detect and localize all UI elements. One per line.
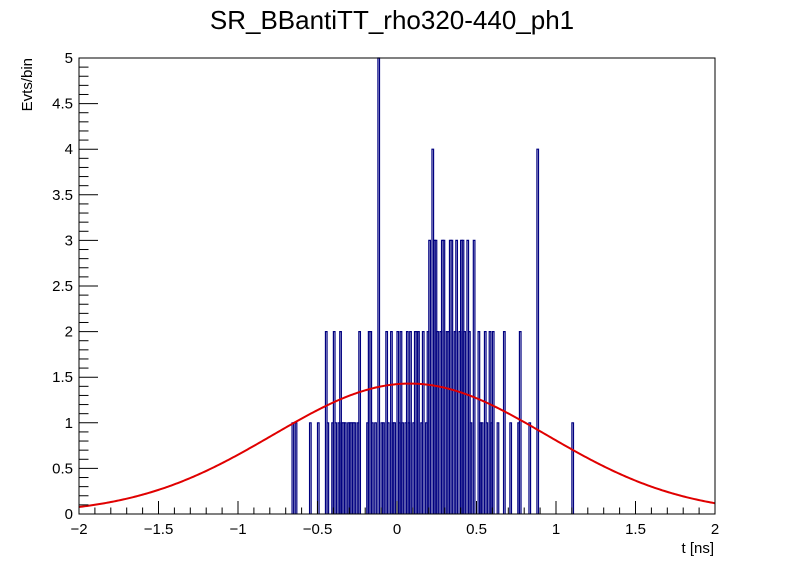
- x-tick-label: 2: [711, 521, 719, 538]
- y-tick-label: 0.5: [52, 460, 73, 477]
- x-tick-label: −1.5: [144, 521, 174, 538]
- histogram-bin: [386, 422, 390, 514]
- histogram-bin: [463, 331, 466, 514]
- histogram-bin: [528, 422, 532, 514]
- histogram-bin: [358, 331, 362, 514]
- x-tick-label: 0: [393, 521, 401, 538]
- histogram-bin: [480, 422, 484, 514]
- fit-curve-series: [78, 382, 716, 508]
- histogram-bin: [409, 331, 412, 514]
- histogram-bin: [417, 331, 420, 514]
- histogram-bin: [343, 422, 347, 514]
- x-tick-label: 1.5: [625, 521, 646, 538]
- y-tick-label: 2: [65, 324, 73, 341]
- histogram-bin: [485, 422, 489, 514]
- x-tick-label: −1: [229, 521, 246, 538]
- histogram-bin: [370, 422, 374, 514]
- histogram-bin: [353, 422, 357, 514]
- histogram-bin: [326, 422, 330, 514]
- histogram-bin: [496, 422, 500, 514]
- histogram-bin: [469, 422, 473, 514]
- histogram-bin: [502, 331, 506, 514]
- histogram-bin: [491, 331, 495, 514]
- y-tick-label: 1: [65, 415, 73, 432]
- y-axis-label: Evts/bin: [19, 58, 36, 111]
- histogram-bin: [518, 331, 522, 514]
- x-axis: −2 −1.5 −1 −0.5 0 0.5 1 1.5 2: [70, 501, 719, 538]
- histogram-bin: [316, 422, 320, 514]
- histogram-bin: [291, 422, 295, 514]
- x-tick-label: 0.5: [466, 521, 487, 538]
- y-tick-label: 1.5: [52, 369, 73, 386]
- histogram-bin: [382, 422, 385, 514]
- histogram-bin: [442, 239, 446, 514]
- histogram-bin: [436, 331, 439, 514]
- histogram-bin: [374, 422, 377, 514]
- x-tick-label: −0.5: [303, 521, 333, 538]
- y-tick-label: 4: [65, 141, 73, 158]
- y-tick-label: 4.5: [52, 96, 73, 113]
- x-tick-label: −2: [70, 521, 87, 538]
- y-tick-label: 3: [65, 232, 73, 249]
- histogram-bin: [401, 422, 404, 514]
- y-tick-label: 5: [65, 50, 73, 67]
- fit-curve: [78, 382, 716, 508]
- histogram-bin: [421, 331, 425, 514]
- histogram-bin: [393, 422, 397, 514]
- histogram-series: [79, 57, 715, 515]
- histogram-bin: [428, 239, 431, 514]
- histogram-bin: [377, 57, 381, 514]
- histogram-bin: [571, 422, 575, 514]
- chart-title: SR_BBantiTT_rho320-440_ph1: [210, 5, 574, 35]
- histogram-bin: [472, 239, 476, 514]
- histogram-bin: [536, 148, 540, 514]
- histogram-bin: [455, 239, 459, 514]
- histogram-bin: [308, 422, 312, 514]
- y-tick-label: 3.5: [52, 187, 73, 204]
- x-tick-label: 1: [552, 521, 560, 538]
- histogram-bin: [509, 422, 513, 514]
- y-tick-label: 2.5: [52, 278, 73, 295]
- x-axis-label: t [ns]: [681, 540, 714, 557]
- y-tick-label: 0: [65, 506, 73, 523]
- histogram-bin: [294, 422, 298, 514]
- histogram-bin: [334, 422, 338, 514]
- histogram-bin: [450, 239, 454, 514]
- y-axis: 0 0.5 1 1.5 2 2.5 3 3.5 4 4.5 5: [52, 50, 98, 523]
